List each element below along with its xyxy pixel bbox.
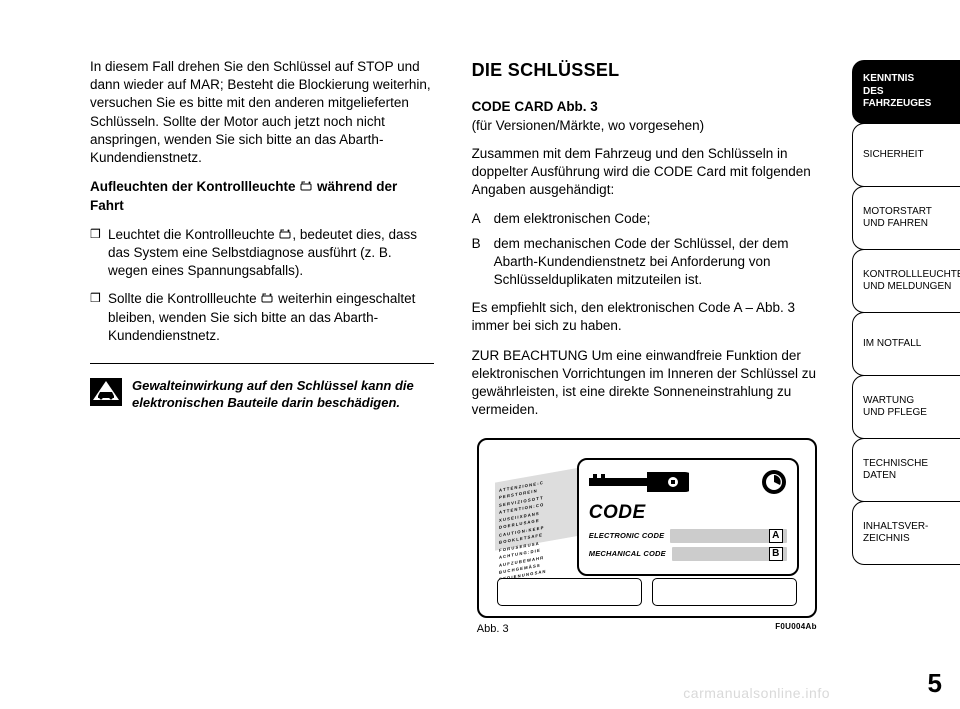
code-card-key-row <box>589 468 787 496</box>
electronic-code-box: A <box>670 529 786 543</box>
warning-light-icon <box>260 291 274 303</box>
right-paragraph-1: Zusammen mit dem Fahrzeug und den Schlüs… <box>472 145 822 200</box>
left-bullet-list: Leuchtet die Kontrollleuchte , bedeutet … <box>90 226 434 345</box>
divider-line <box>90 363 434 364</box>
subsection-title: CODE CARD Abb. 3 <box>472 98 822 116</box>
side-tab-7[interactable]: INHALTSVER- ZEICHNIS <box>852 501 960 565</box>
warning-light-icon <box>278 227 292 239</box>
mechanical-code-label: MECHANICAL CODE <box>589 549 666 559</box>
side-tab-4[interactable]: IM NOTFALL <box>852 312 960 376</box>
watermark: carmanualsonline.info <box>683 685 830 701</box>
left-paragraph-1: In diesem Fall drehen Sie den Schlüssel … <box>90 58 434 167</box>
mechanical-code-row: MECHANICAL CODE B <box>589 547 787 561</box>
figure-caption-code: F0U004Ab <box>775 622 817 637</box>
side-tab-6[interactable]: TECHNISCHE DATEN <box>852 438 960 502</box>
left-bullet-2-prefix: Sollte die Kontrollleuchte <box>108 291 260 306</box>
electronic-code-label: ELECTRONIC CODE <box>589 531 665 541</box>
side-tab-0[interactable]: KENNTNIS DES FAHRZEUGES <box>852 60 960 124</box>
left-bullet-1: Leuchtet die Kontrollleuchte , bedeutet … <box>90 226 434 281</box>
figure-bottom-boxes <box>497 578 797 606</box>
right-paragraph-3: ZUR BEACHTUNG Um eine einwandfreie Funkt… <box>472 347 822 420</box>
figure-bottom-box-2 <box>652 578 797 606</box>
left-bullet-1-prefix: Leuchtet die Kontrollleuchte <box>108 227 278 242</box>
left-subheading-prefix: Aufleuchten der Kontrollleuchte <box>90 179 299 194</box>
side-tab-2[interactable]: MOTORSTART UND FAHREN <box>852 186 960 250</box>
tag-a: A <box>769 529 783 543</box>
figure-caption: Abb. 3 F0U004Ab <box>477 622 817 637</box>
key-icon <box>589 468 689 496</box>
code-card-title: CODE <box>589 500 787 526</box>
right-paragraph-2: Es empfiehlt sich, den elektronischen Co… <box>472 299 822 335</box>
side-tab-1[interactable]: SICHERHEIT <box>852 123 960 187</box>
content-area: In diesem Fall drehen Sie den Schlüssel … <box>0 0 852 709</box>
figure-abb-3: A T T E N Z I O N E : CP E R S T O R E I… <box>472 438 822 637</box>
side-tab-3[interactable]: KONTROLLLEUCHTEN UND MELDUNGEN <box>852 249 960 313</box>
definition-val-a: dem elektronischen Code; <box>494 210 822 228</box>
definition-key-a: A <box>472 210 494 228</box>
side-tab-5[interactable]: WARTUNG UND PFLEGE <box>852 375 960 439</box>
left-column: In diesem Fall drehen Sie den Schlüssel … <box>90 58 434 689</box>
code-card: CODE ELECTRONIC CODE A MECHANICAL CODE B <box>577 458 799 576</box>
figure-bottom-box-1 <box>497 578 642 606</box>
definition-key-b: B <box>472 235 494 290</box>
warning-text: Gewalteinwirkung auf den Schlüssel kann … <box>132 378 434 412</box>
tag-b: B <box>769 547 783 561</box>
definition-list: A dem elektronischen Code; B dem mechani… <box>472 210 822 289</box>
figure-caption-label: Abb. 3 <box>477 622 509 637</box>
definition-val-b: dem mechanischen Code der Schlüssel, der… <box>494 235 822 290</box>
brand-logo-icon <box>761 469 787 495</box>
figure-frame: A T T E N Z I O N E : CP E R S T O R E I… <box>477 438 817 618</box>
caution-car-icon <box>90 378 122 406</box>
definition-row-b: B dem mechanischen Code der Schlüssel, d… <box>472 235 822 290</box>
left-bullet-2: Sollte die Kontrollleuchte weiterhin ein… <box>90 290 434 345</box>
page-number: 5 <box>928 668 942 699</box>
side-tabs: KENNTNIS DES FAHRZEUGESSICHERHEITMOTORST… <box>852 0 960 709</box>
definition-row-a: A dem elektronischen Code; <box>472 210 822 228</box>
right-column: DIE SCHLÜSSEL CODE CARD Abb. 3 (für Vers… <box>472 58 822 689</box>
warning-light-icon <box>299 179 313 191</box>
section-title: DIE SCHLÜSSEL <box>472 58 822 82</box>
warning-box: Gewalteinwirkung auf den Schlüssel kann … <box>90 378 434 412</box>
mechanical-code-box: B <box>672 547 787 561</box>
page: In diesem Fall drehen Sie den Schlüssel … <box>0 0 960 709</box>
left-subheading: Aufleuchten der Kontrollleuchte während … <box>90 178 434 214</box>
electronic-code-row: ELECTRONIC CODE A <box>589 529 787 543</box>
subsection-note: (für Versionen/Märkte, wo vorgesehen) <box>472 117 822 135</box>
